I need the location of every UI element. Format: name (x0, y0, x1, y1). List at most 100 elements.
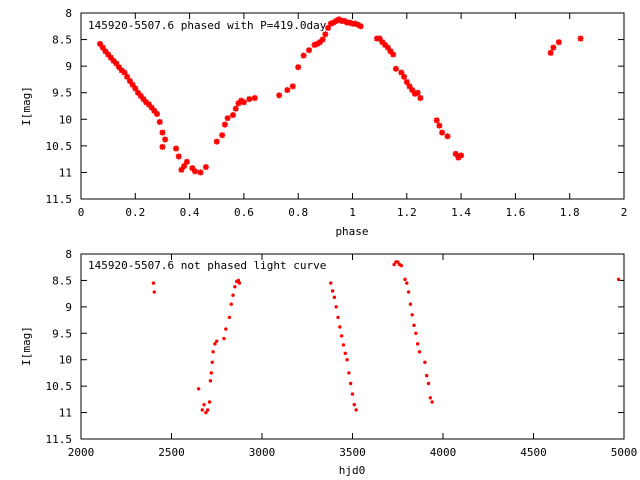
y-tick-label: 8.5 (52, 274, 72, 287)
data-point (230, 112, 237, 119)
data-point (207, 400, 212, 404)
data-point (352, 402, 357, 407)
data-point (330, 289, 335, 293)
data-point (97, 40, 104, 47)
axis-ticks: 0 0.2 0.4 0.6 0.8 1 1.2 1.4 1.6 1.8 2 8 8.5 9 9.5 10 10.… (46, 7, 628, 219)
data-point (403, 277, 407, 282)
data-point (311, 41, 318, 48)
y-axis-label: I[mag] (20, 326, 33, 366)
y-tick-label: 9.5 (52, 87, 72, 100)
axis-ticks: 2000 2500 3000 3500 4000 4500 5000 8 8.5 9 9.5 10 10… (46, 248, 638, 459)
x-tick-label: 4500 (520, 446, 547, 459)
data-point (547, 49, 554, 56)
data-point (411, 90, 418, 97)
data-point (300, 52, 307, 59)
x-tick-label: 1.8 (560, 206, 580, 219)
x-tick-label: 0.4 (180, 206, 200, 219)
data-point (577, 35, 584, 42)
chart-title: 145920-5507.6 not phased light curve (88, 259, 326, 272)
data-point (426, 381, 431, 386)
data-point (192, 168, 199, 175)
data-point (406, 83, 413, 90)
data-point (325, 24, 332, 31)
y-tick-label: 11.5 (46, 433, 73, 446)
plot-frame (80, 253, 625, 440)
data-point (332, 295, 337, 300)
data-point (316, 39, 323, 46)
x-tick-label: 0.6 (234, 206, 254, 219)
data-point (410, 313, 414, 317)
data-point (251, 95, 258, 102)
data-point (224, 115, 231, 122)
data-point (334, 305, 338, 309)
y-tick-label: 9 (65, 60, 72, 73)
data-point (156, 118, 163, 125)
data-point (348, 381, 353, 386)
data-point (110, 57, 117, 64)
data-point (137, 92, 144, 99)
data-point (200, 408, 204, 412)
data-point (151, 107, 158, 114)
x-tick-label: 1.4 (451, 206, 471, 219)
y-tick-label: 11.5 (46, 193, 73, 206)
data-point (455, 154, 462, 161)
data-points (151, 260, 621, 415)
data-point (276, 92, 283, 99)
data-point (322, 31, 329, 38)
data-point (102, 48, 109, 55)
data-point (183, 158, 190, 165)
x-tick-label: 2500 (158, 446, 185, 459)
data-point (452, 150, 459, 157)
data-point (284, 87, 291, 94)
data-point (398, 69, 405, 76)
data-point (414, 89, 421, 96)
data-point (357, 23, 364, 30)
data-point (211, 350, 215, 354)
data-point (430, 400, 434, 404)
data-point (354, 408, 358, 412)
data-point (116, 64, 123, 71)
data-point (401, 73, 408, 80)
data-point (352, 20, 359, 27)
data-point (132, 85, 139, 92)
x-tick-label: 5000 (611, 446, 638, 459)
data-point (444, 133, 451, 140)
x-tick-label: 0.2 (125, 206, 145, 219)
data-point (107, 54, 114, 61)
data-point (189, 165, 196, 172)
data-point (341, 343, 346, 347)
data-point (227, 315, 232, 320)
data-point (135, 89, 142, 96)
x-tick-label: 3500 (339, 446, 366, 459)
chart-title: 145920-5507.6 phased with P=419.0day (88, 19, 327, 32)
data-point (235, 100, 242, 107)
y-tick-label: 11 (59, 407, 72, 420)
data-point (403, 79, 410, 86)
data-point (206, 408, 210, 412)
data-point (210, 360, 214, 365)
data-point (433, 117, 440, 124)
data-point (221, 121, 228, 128)
data-point (204, 410, 208, 415)
data-point (159, 129, 166, 136)
data-point (289, 83, 296, 90)
y-tick-label: 10.5 (46, 380, 73, 393)
x-tick-label: 4000 (430, 446, 457, 459)
x-tick-label: 3000 (249, 446, 276, 459)
data-point (436, 122, 443, 129)
data-point (346, 19, 353, 26)
data-point (105, 51, 112, 58)
data-point (118, 67, 125, 74)
data-point (412, 323, 416, 328)
data-point (196, 387, 201, 391)
data-point (406, 290, 411, 294)
y-tick-label: 9 (65, 301, 72, 314)
y-tick-label: 10.5 (46, 140, 73, 153)
data-point (148, 104, 155, 111)
data-point (439, 129, 446, 136)
data-point (339, 334, 344, 338)
data-point (399, 263, 404, 268)
data-point (213, 138, 220, 145)
data-point (336, 315, 340, 320)
